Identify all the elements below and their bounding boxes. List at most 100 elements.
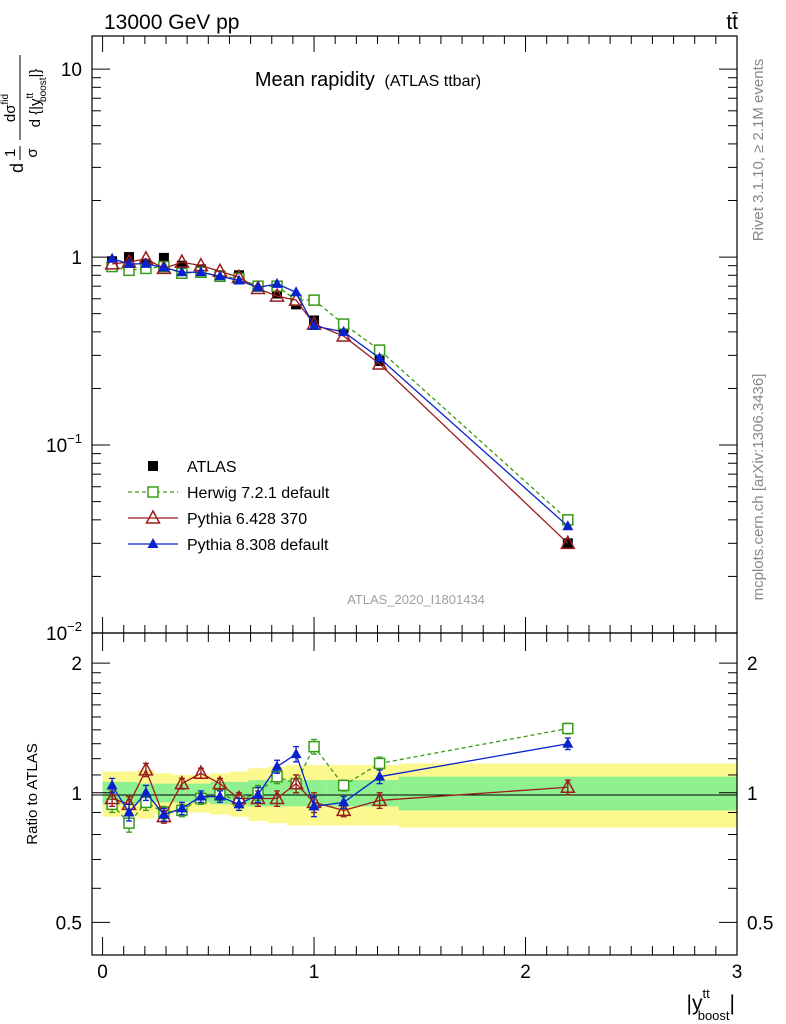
ylabel-frac1-den: σ (24, 148, 41, 158)
ratio-point (195, 790, 207, 801)
data-point (104, 255, 120, 270)
ratio-x-tick-label: 1 (309, 962, 320, 983)
ratio-y-tick-label-right: 0.5 (747, 913, 773, 934)
data-point (374, 352, 386, 363)
ratio-point (374, 770, 386, 781)
ratio-point (562, 737, 574, 748)
legend: ATLAS Herwig 7.2.1 default Pythia 6.428 37… (128, 459, 330, 554)
analysis-id: ATLAS_2020_I1801434 (347, 592, 485, 607)
ratio-point (290, 748, 302, 759)
ratio-y-tick-label-right: 1 (747, 784, 758, 805)
ratio-point (371, 791, 388, 807)
ratio-y-tick-label-right: 2 (747, 654, 758, 675)
band-inner (120, 781, 138, 805)
mcplots-label: mcplots.cern.ch [arXiv:1306.3436] (750, 374, 767, 601)
xlabel-left: |y (687, 992, 703, 1015)
y-tick-label: 10−1 (46, 431, 82, 457)
ylabel-frac2-num-sup: fid (0, 94, 11, 105)
main-title-text: Mean rapidity (255, 69, 375, 91)
ylabel-frac2-den-text: d {|y (27, 98, 44, 127)
xlabel-sup: tt (702, 986, 710, 1001)
ratio-point (123, 806, 135, 817)
ratio-panel: 2 2 1 1 0.5 0.5 0 1 2 3 Ratio to ATLAS |ytt boost| (24, 632, 773, 1023)
y-tick-label-base: 10 (46, 624, 67, 645)
data-point (272, 288, 283, 299)
y-tick-label: 10−2 (46, 619, 82, 645)
data-point (214, 270, 226, 281)
ratio-point (373, 757, 386, 770)
y-tick-label: 1 (71, 248, 82, 269)
data-point (560, 534, 576, 550)
legend-marker (145, 509, 161, 524)
ylabel-frac2-num: dσfid (0, 94, 19, 122)
ratio-y-tick-label: 0.5 (56, 913, 82, 934)
data-point (562, 520, 574, 531)
ratio-point (193, 764, 209, 780)
data-point (124, 252, 135, 263)
ratio-point (335, 801, 352, 817)
process-label: tt̄ (726, 11, 738, 34)
series-line (111, 258, 569, 527)
ratio-ticks: 2 2 1 1 0.5 0.5 0 1 2 3 (56, 633, 773, 983)
data-point (176, 260, 187, 271)
xlabel-right: | (730, 992, 735, 1015)
y-tick-label-base: 10 (46, 436, 67, 457)
ratio-point (214, 790, 226, 801)
ratio-line (111, 727, 568, 825)
ratio-point (288, 775, 304, 790)
ratio-frame (91, 632, 738, 956)
ratio-point (560, 778, 576, 793)
ratio-point (308, 740, 320, 753)
ratio-series (104, 722, 576, 833)
legend-label: Herwig 7.2.1 default (187, 485, 330, 502)
data-point (271, 277, 283, 288)
ratio-point (138, 761, 154, 776)
y-tick-label-exp: −2 (67, 619, 82, 634)
series-line (112, 258, 569, 544)
legend-label: Pythia 8.308 default (187, 537, 329, 554)
data-point (371, 355, 388, 370)
y-tick-label-exp: −1 (67, 431, 82, 446)
data-point (233, 274, 245, 285)
data-point (106, 252, 118, 263)
data-point (158, 261, 170, 272)
data-point (123, 257, 135, 268)
ylabel-frac1-num: 1 (2, 149, 19, 157)
data-point (195, 266, 207, 277)
ratio-point (212, 775, 228, 790)
xlabel-sub: boost (698, 1008, 730, 1023)
ratio-x-tick-label: 3 (732, 962, 743, 983)
y-tick-label: 10 (61, 60, 82, 81)
ratio-point (271, 760, 283, 771)
ratio-y-axis-label: Ratio to ATLAS (24, 743, 41, 844)
ratio-point (233, 798, 245, 809)
legend-marker (147, 486, 159, 498)
main-subtitle-text: (ATLAS ttbar) (385, 73, 482, 90)
ratio-point (252, 788, 264, 799)
ratio-point (562, 722, 574, 735)
ylabel-d-prefix: d (7, 163, 27, 173)
ratio-point (106, 779, 118, 790)
ratio-y-tick-label: 2 (71, 654, 82, 675)
ylabel-den-sup: tt (25, 93, 36, 99)
ratio-point (269, 789, 285, 805)
main-panel: Mean rapidity (ATLAS ttbar) ATLAS_2020_I… (0, 35, 738, 645)
ratio-point (104, 789, 120, 805)
main-title: Mean rapidity (ATLAS ttbar) (255, 69, 481, 91)
series-line (111, 265, 569, 521)
data-point (140, 257, 152, 268)
ratio-point (176, 802, 188, 813)
ylabel-frac2-den: d {|ytt boost|} (25, 69, 49, 128)
ylabel-frac2-num-text: dσ (2, 104, 19, 122)
ratio-point (338, 796, 350, 807)
data-point (308, 319, 320, 330)
band-inner (154, 783, 174, 803)
data-point (158, 252, 169, 263)
legend-label: ATLAS (187, 459, 237, 476)
data-point (176, 266, 188, 277)
ratio-y-tick-label: 1 (71, 784, 82, 805)
rivet-label: Rivet 3.1.10, ≥ 2.1M events (750, 59, 767, 242)
y-tick-label-base: 10 (61, 60, 82, 81)
